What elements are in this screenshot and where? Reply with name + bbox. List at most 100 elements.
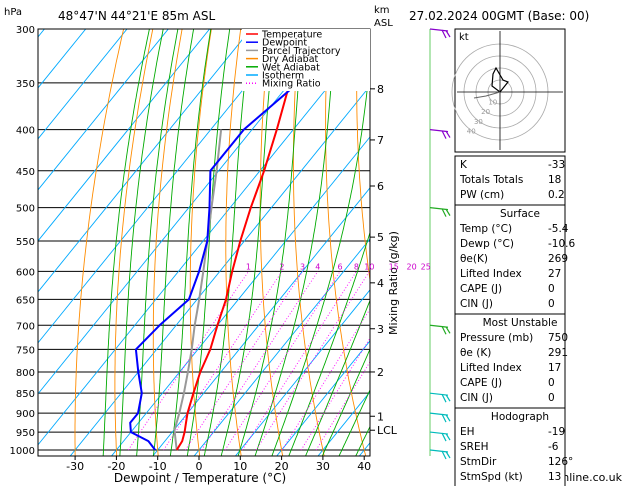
wind-barb [429, 392, 451, 403]
pressure-tick-label: 900 [16, 409, 35, 420]
datetime-label: 27.02.2024 00GMT (Base: 00) [409, 9, 589, 23]
wind-barb [429, 324, 451, 335]
dry-adiabat-line [292, 29, 325, 456]
mixing-ratio-line [255, 271, 370, 451]
height-tick-label: 1 [377, 410, 384, 423]
table-row-value: -5.4 [548, 223, 569, 235]
wet-adiabat-line [119, 29, 164, 456]
x-tick-label: -20 [107, 460, 125, 473]
pressure-tick-label: 550 [16, 237, 35, 248]
x-tick-label: -30 [66, 460, 84, 473]
hodograph-table-title: Hodograph [491, 411, 549, 423]
table-row-value: 0 [548, 298, 555, 310]
isotherm-line [276, 340, 370, 456]
table-row-label: CIN (J) [460, 392, 493, 404]
wet-adiabat-line [305, 299, 370, 456]
table-row-value: 18 [548, 174, 561, 186]
wind-barb-shaft [429, 392, 449, 396]
pressure-tick-label: 600 [16, 267, 35, 278]
table-row-value: 17 [548, 362, 561, 374]
wind-barb-flag [445, 208, 451, 216]
dry-adiabat-line [560, 5, 629, 467]
table-row-label: Pressure (mb) [460, 332, 533, 344]
wind-barb-flag [441, 393, 447, 403]
mixing-ratio-tick-label: 8 [354, 262, 359, 271]
table-row-label: SREH [460, 441, 489, 453]
height-tick-label: LCL [377, 424, 398, 437]
legend-box [242, 29, 370, 91]
pressure-tick-label: 1000 [10, 446, 35, 457]
temperature-line [175, 29, 310, 451]
height-tick-label: 5 [377, 231, 384, 244]
hodograph-unit-label: kt [459, 32, 469, 43]
wind-barb-shaft [429, 431, 449, 435]
mixing-ratio-line [224, 271, 341, 451]
pressure-tick-label: 350 [16, 79, 35, 90]
wind-barb-flag [445, 326, 451, 334]
wind-barb-flag [445, 394, 451, 402]
hodograph-ring-label: 40 [467, 127, 476, 135]
mixing-ratio-line [127, 271, 249, 451]
mixing-ratio-tick-label: 6 [338, 262, 343, 271]
height-tick-label: 2 [377, 366, 384, 379]
table-row-value: 13 [548, 471, 561, 483]
pressure-tick-label: 450 [16, 167, 35, 178]
wet-adiabat-line [237, 29, 304, 456]
mixing-ratio-tick-label: 3 [300, 262, 305, 271]
wet-adiabat-line [186, 29, 231, 456]
table-row-value: -10.6 [548, 238, 575, 250]
location-label: 48°47'N 44°21'E 85m ASL [58, 9, 215, 23]
wind-barb-flag [441, 413, 447, 423]
dry-adiabat-line [152, 29, 183, 456]
wind-barb-shaft [429, 128, 449, 133]
legend-entry: Dewpoint [262, 38, 307, 49]
table-row-label: Dewp (°C) [460, 238, 514, 250]
table-row-label: EH [460, 426, 475, 438]
table-row-value: 0 [548, 283, 555, 295]
hodograph-ring-label: 20 [481, 108, 490, 116]
table-row-value: 291 [548, 347, 568, 359]
pressure-tick-label: 500 [16, 204, 35, 215]
hodograph-ring-label: 30 [474, 118, 483, 126]
mixing-ratio-tick-label: 1 [246, 262, 251, 271]
wind-barb-shaft [429, 449, 449, 453]
dry-adiabat-line [114, 29, 154, 456]
mixing-ratio-line [315, 360, 370, 451]
table-row-value: 27 [548, 268, 561, 280]
table-row-label: Temp (°C) [459, 223, 512, 235]
table-row-value: 126° [548, 456, 573, 468]
isotherm-line [193, 238, 370, 456]
wind-barb [429, 128, 451, 139]
wind-barb-flag [445, 30, 451, 38]
hodograph-ring-label: 10 [488, 99, 497, 107]
table-row-value: 750 [548, 332, 568, 344]
wind-barb-shaft [429, 324, 449, 328]
pressure-unit-label: hPa [4, 7, 22, 18]
dry-adiabat-line [325, 29, 367, 456]
y-axis-label: Mixing Ratio (g/kg) [387, 231, 400, 335]
dry-adiabat-line [617, 5, 629, 467]
wind-barb [429, 431, 451, 442]
wind-barb-shaft [429, 207, 449, 211]
wind-barb [429, 412, 451, 423]
wind-barb-flag [441, 326, 447, 335]
table-row-label: PW (cm) [460, 189, 504, 201]
pressure-tick-label: 650 [16, 295, 35, 306]
pressure-tick-label: 700 [16, 321, 35, 332]
asl-unit-label: ASL [374, 18, 393, 29]
isotherm-line [38, 29, 211, 242]
table-row-label: CAPE (J) [460, 283, 502, 295]
wet-adiabat-line [203, 29, 252, 456]
indices-panel: K -33 Totals Totals 18 PW (cm) 0.2 Surface Temp… [454, 155, 575, 486]
isotherm-line [152, 187, 370, 456]
plot-frame [37, 28, 371, 457]
table-row-label: Totals Totals [459, 174, 523, 186]
wind-barb-shaft [429, 412, 449, 416]
wet-adiabat-line [136, 29, 179, 456]
wet-adiabat-line [254, 29, 337, 456]
wind-barb [429, 449, 451, 460]
wind-barb-flag [441, 432, 447, 442]
wind-barb [429, 28, 451, 39]
